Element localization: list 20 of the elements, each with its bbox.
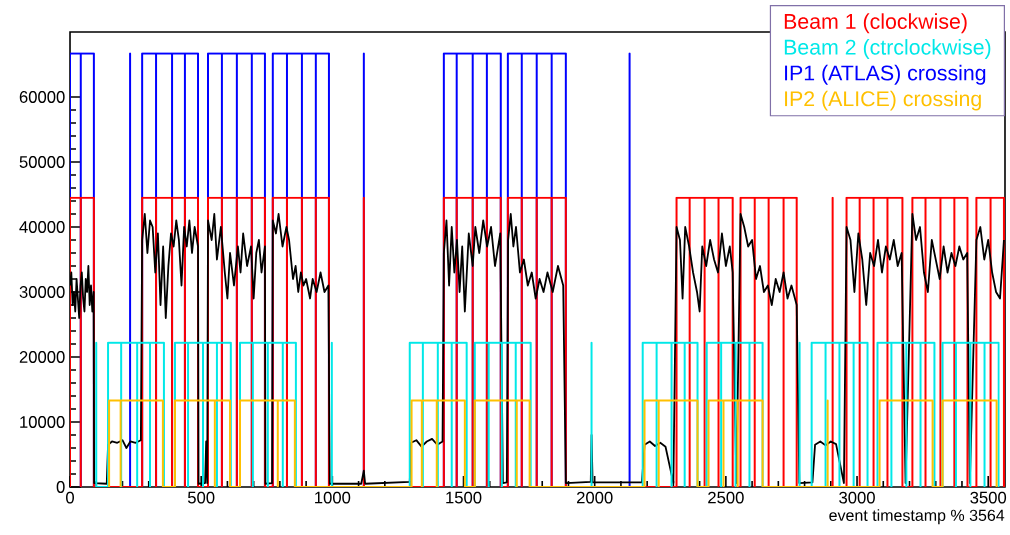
text: Beam 1 (clockwise) <box>784 13 967 34</box>
x-tick-label: 500 <box>187 491 215 504</box>
y-tick-label: 30000 <box>19 286 65 298</box>
x-tick-label: 1500 <box>446 491 482 504</box>
x-tick-label: 3000 <box>839 491 875 504</box>
text: IP2 (ALICE) crossing <box>785 90 981 111</box>
x-tick-label: 1000 <box>315 491 351 504</box>
y-tick-label: 10000 <box>20 416 65 428</box>
x-tick-label: 0 <box>66 491 74 504</box>
x-axis-title: event timestamp % 3564 <box>829 509 1005 525</box>
text: Beam 2 (ctrclockwise) <box>784 39 991 59</box>
y-tick-label: 50000 <box>19 156 65 168</box>
x-tick-label: 2000 <box>576 491 613 504</box>
y-tick-label: 60000 <box>19 91 65 103</box>
y-tick-label: 40000 <box>19 221 65 233</box>
x-tick-label: 3500 <box>970 491 1007 504</box>
y-tick-label: 0 <box>56 481 65 493</box>
y-tick-label: 20000 <box>19 351 65 363</box>
x-tick-label: 2500 <box>708 491 744 504</box>
text: IP1 (ATLAS) crossing <box>785 64 986 85</box>
